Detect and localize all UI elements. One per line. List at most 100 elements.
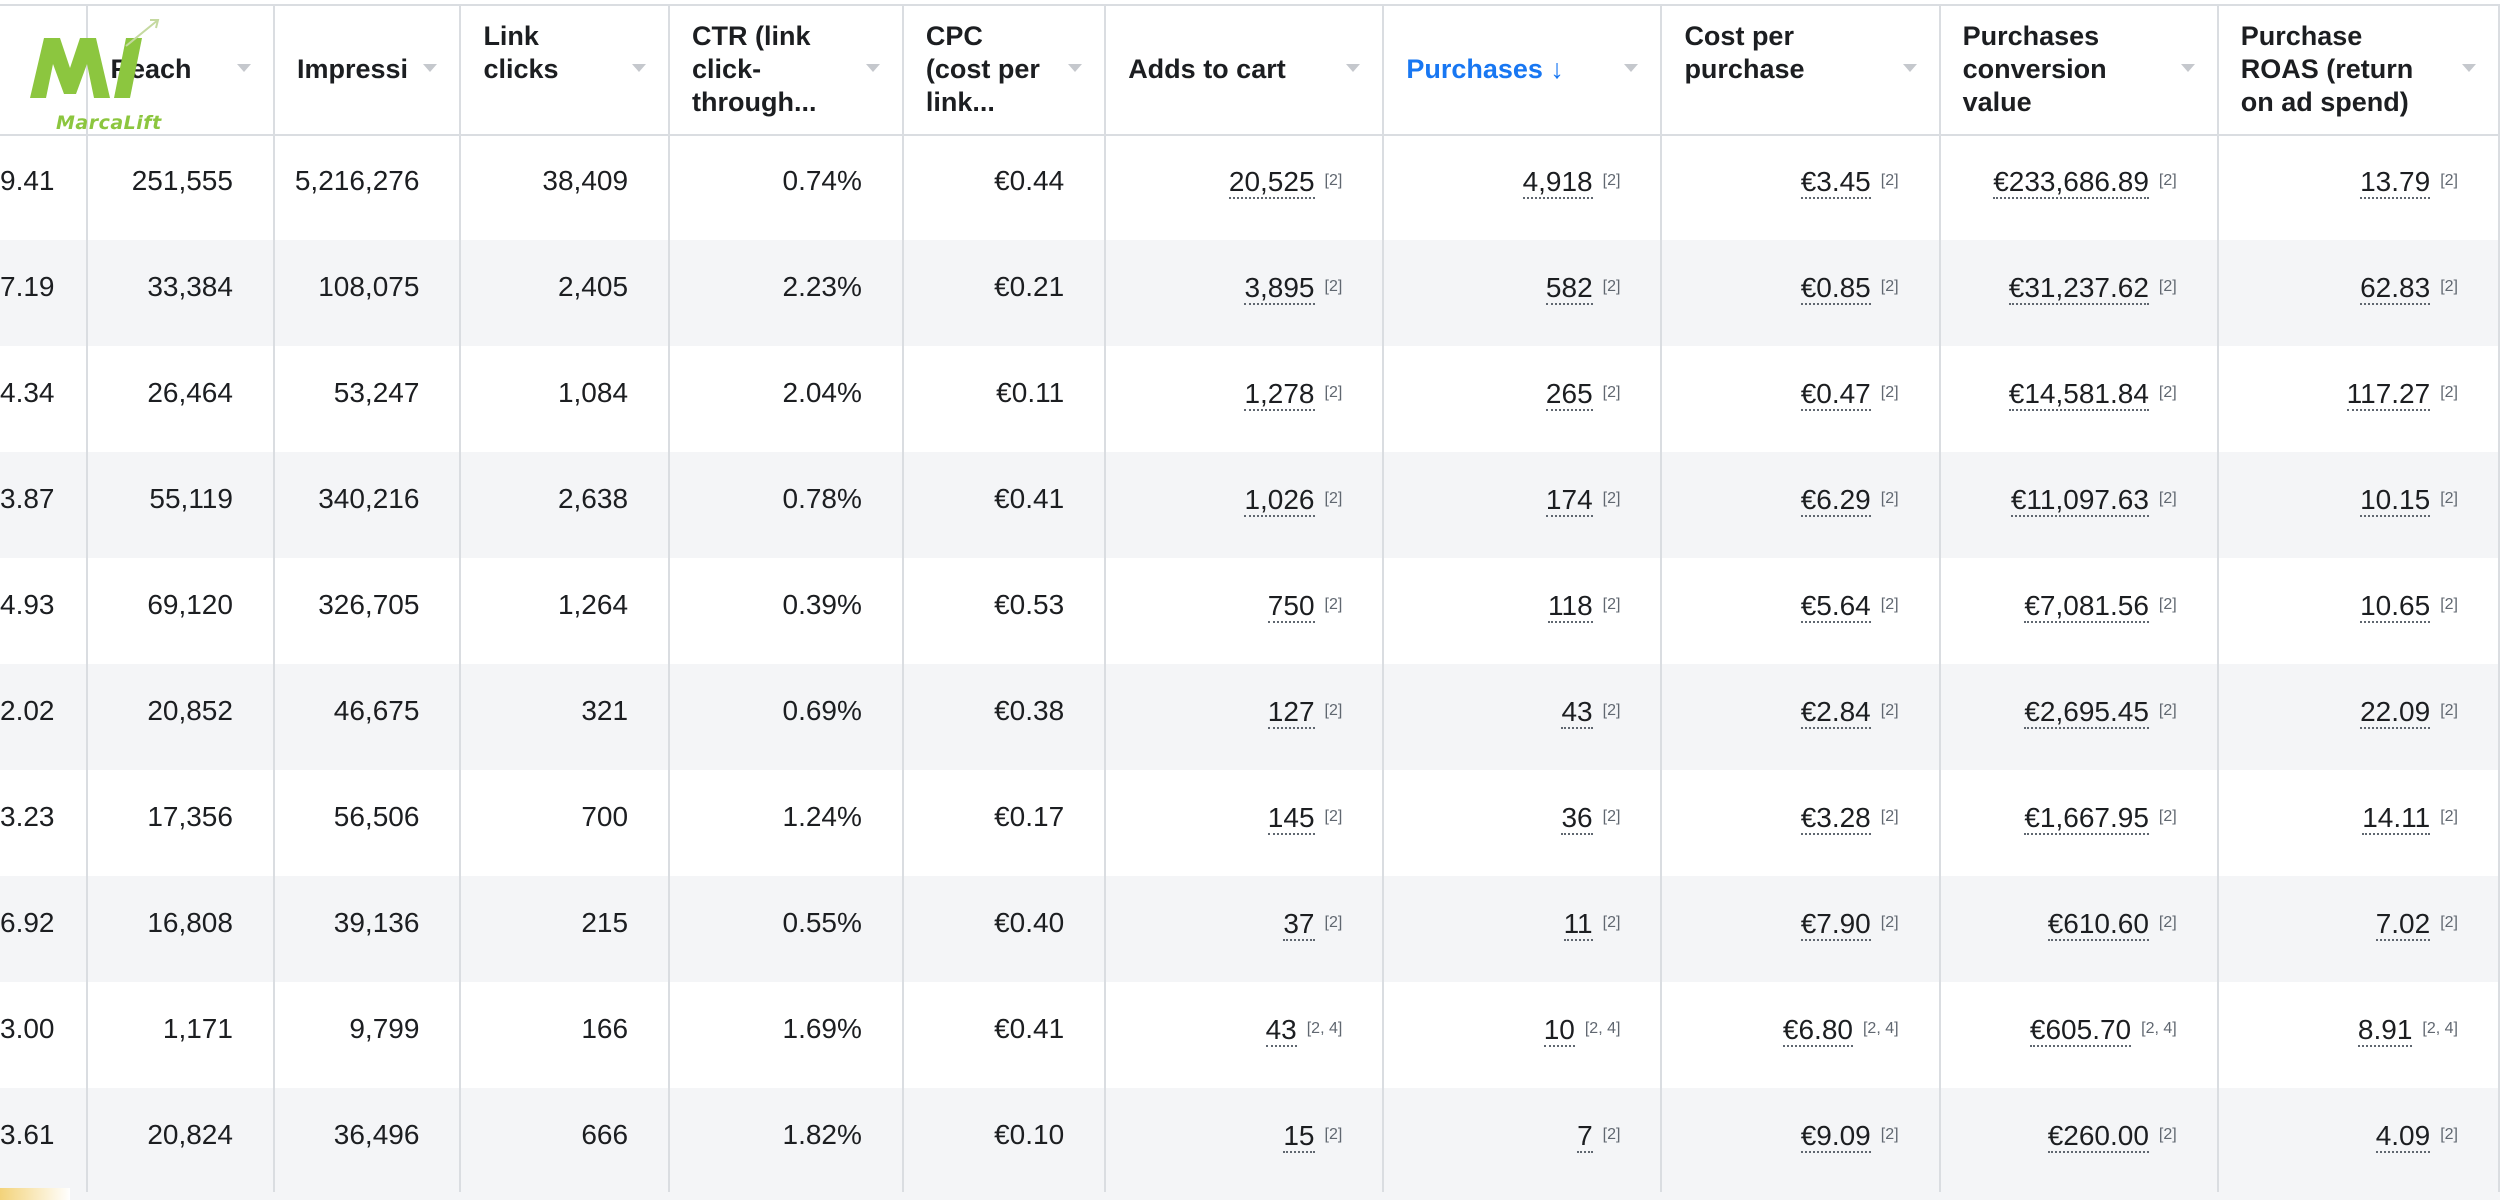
cell-cost-per-purchase[interactable]: €6.80 [2, 4] — [1662, 982, 1941, 1088]
footnote-reference[interactable]: [2] — [2440, 702, 2458, 719]
cell-adds-to-cart[interactable]: 145 [2] — [1106, 770, 1385, 876]
cell-purchases-conversion-value[interactable]: €2,695.45 [2] — [1941, 664, 2219, 770]
footnote-reference[interactable]: [2] — [2440, 384, 2458, 401]
cell-purchases[interactable]: 11 [2] — [1384, 876, 1663, 982]
footnote-reference[interactable]: [2] — [2158, 384, 2177, 401]
column-header-purchase-roas[interactable]: Purchase ROAS (return on ad spend) — [2219, 6, 2500, 134]
footnote-reference[interactable]: [2, 4] — [2141, 1020, 2177, 1037]
footnote-reference[interactable]: [2, 4] — [2422, 1020, 2458, 1037]
footnote-reference[interactable]: [2] — [2158, 702, 2177, 719]
table-row[interactable]: 3.61 20,824 36,496 666 1.82% €0.10 15 [2] 7 [2] €9… — [0, 1088, 2500, 1194]
footnote-reference[interactable]: [2] — [1880, 596, 1899, 613]
footnote-reference[interactable]: [2] — [2158, 490, 2177, 507]
cell-cost-per-purchase[interactable]: €0.47 [2] — [1662, 346, 1941, 452]
footnote-reference[interactable]: [2] — [1602, 384, 1621, 401]
sort-dropdown-caret-icon[interactable] — [236, 64, 251, 72]
cell-purchases[interactable]: 265 [2] — [1384, 346, 1663, 452]
footnote-reference[interactable]: [2] — [1880, 384, 1899, 401]
footnote-reference[interactable]: [2] — [1880, 914, 1899, 931]
cell-adds-to-cart[interactable]: 1,026 [2] — [1106, 452, 1385, 558]
cell-adds-to-cart[interactable]: 37 [2] — [1106, 876, 1385, 982]
sort-dropdown-caret-icon[interactable] — [2461, 64, 2476, 72]
cell-purchases[interactable]: 7 [2] — [1384, 1088, 1663, 1194]
cell-purchase-roas[interactable]: 7.02 [2] — [2219, 876, 2500, 982]
footnote-reference[interactable]: [2] — [1880, 808, 1899, 825]
footnote-reference[interactable]: [2] — [1602, 702, 1621, 719]
cell-cost-per-purchase[interactable]: €5.64 [2] — [1662, 558, 1941, 664]
footnote-reference[interactable]: [2] — [1324, 914, 1343, 931]
footnote-reference[interactable]: [2] — [1602, 808, 1621, 825]
footnote-reference[interactable]: [2] — [1880, 278, 1899, 295]
sort-dropdown-caret-icon[interactable] — [1902, 64, 1917, 72]
cell-purchase-roas[interactable]: 62.83 [2] — [2219, 240, 2500, 346]
cell-cost-per-purchase[interactable]: €2.84 [2] — [1662, 664, 1941, 770]
footnote-reference[interactable]: [2] — [2158, 172, 2177, 189]
cell-cost-per-purchase[interactable]: €6.29 [2] — [1662, 452, 1941, 558]
footnote-reference[interactable]: [2] — [1324, 1126, 1343, 1143]
cell-purchases-conversion-value[interactable]: €233,686.89 [2] — [1941, 134, 2219, 240]
cell-cost-per-purchase[interactable]: €7.90 [2] — [1662, 876, 1941, 982]
footnote-reference[interactable]: [2] — [1880, 490, 1899, 507]
cell-purchase-roas[interactable]: 22.09 [2] — [2219, 664, 2500, 770]
cell-purchases-conversion-value[interactable]: €1,667.95 [2] — [1941, 770, 2219, 876]
cell-cost-per-purchase[interactable]: €3.28 [2] — [1662, 770, 1941, 876]
cell-purchase-roas[interactable]: 13.79 [2] — [2219, 134, 2500, 240]
cell-purchases-conversion-value[interactable]: €11,097.63 [2] — [1941, 452, 2219, 558]
footnote-reference[interactable]: [2] — [1324, 172, 1343, 189]
footnote-reference[interactable]: [2] — [1602, 278, 1621, 295]
sort-dropdown-caret-icon[interactable] — [2180, 64, 2195, 72]
table-row[interactable]: 7.19 33,384 108,075 2,405 2.23% €0.21 3,895 [2]… — [0, 240, 2500, 346]
cell-adds-to-cart[interactable]: 3,895 [2] — [1106, 240, 1385, 346]
column-header-ctr[interactable]: CTR (link click-through... — [670, 6, 904, 134]
footnote-reference[interactable]: [2] — [2440, 1126, 2458, 1143]
cell-purchases-conversion-value[interactable]: €260.00 [2] — [1941, 1088, 2219, 1194]
sort-dropdown-caret-icon[interactable] — [632, 64, 647, 72]
sort-dropdown-caret-icon[interactable] — [1346, 64, 1361, 72]
footnote-reference[interactable]: [2] — [1324, 808, 1343, 825]
table-row[interactable]: 9.41 251,555 5,216,276 38,409 0.74% €0.44 20,5… — [0, 134, 2500, 240]
footnote-reference[interactable]: [2] — [1602, 596, 1621, 613]
footnote-reference[interactable]: [2] — [2158, 914, 2177, 931]
cell-adds-to-cart[interactable]: 43 [2, 4] — [1106, 982, 1385, 1088]
footnote-reference[interactable]: [2, 4] — [1862, 1020, 1899, 1037]
cell-purchases-conversion-value[interactable]: €14,581.84 [2] — [1941, 346, 2219, 452]
cell-purchases-conversion-value[interactable]: €31,237.62 [2] — [1941, 240, 2219, 346]
column-header-impressions[interactable]: Impressi — [275, 6, 462, 134]
footnote-reference[interactable]: [2] — [2440, 172, 2458, 189]
cell-purchases[interactable]: 174 [2] — [1384, 452, 1663, 558]
sort-dropdown-caret-icon[interactable] — [1624, 64, 1639, 72]
cell-purchase-roas[interactable]: 8.91 [2, 4] — [2219, 982, 2500, 1088]
footnote-reference[interactable]: [2] — [2440, 596, 2458, 613]
cell-purchases[interactable]: 43 [2] — [1384, 664, 1663, 770]
cell-purchase-roas[interactable]: 4.09 [2] — [2219, 1088, 2500, 1194]
footnote-reference[interactable]: [2] — [2158, 278, 2177, 295]
cell-adds-to-cart[interactable]: 20,525 [2] — [1106, 134, 1385, 240]
cell-purchase-roas[interactable]: 10.15 [2] — [2219, 452, 2500, 558]
footnote-reference[interactable]: [2] — [2440, 808, 2458, 825]
column-header-adds-to-cart[interactable]: Adds to cart — [1106, 6, 1385, 134]
column-header-cpc[interactable]: CPC (cost per link... — [904, 6, 1107, 134]
table-row[interactable]: 6.92 16,808 39,136 215 0.55% €0.40 37 [2] 11 [2] €… — [0, 876, 2500, 982]
footnote-reference[interactable]: [2, 4] — [1306, 1020, 1343, 1037]
cell-adds-to-cart[interactable]: 750 [2] — [1106, 558, 1385, 664]
cell-purchases[interactable]: 4,918 [2] — [1384, 134, 1663, 240]
cell-purchases[interactable]: 118 [2] — [1384, 558, 1663, 664]
footnote-reference[interactable]: [2] — [1880, 1126, 1899, 1143]
table-row[interactable]: 4.34 26,464 53,247 1,084 2.04% €0.11 1,278 [2] 2… — [0, 346, 2500, 452]
footnote-reference[interactable]: [2] — [1324, 596, 1343, 613]
column-header-link-clicks[interactable]: Link clicks — [461, 6, 671, 134]
cell-purchases[interactable]: 10 [2, 4] — [1384, 982, 1663, 1088]
sort-dropdown-caret-icon[interactable] — [865, 64, 880, 72]
footnote-reference[interactable]: [2] — [1880, 172, 1899, 189]
table-row[interactable]: 3.23 17,356 56,506 700 1.24% €0.17 145 [2] 36 [2]… — [0, 770, 2500, 876]
column-header-purchases-conversion-value[interactable]: Purchases conversion value — [1941, 6, 2219, 134]
cell-adds-to-cart[interactable]: 127 [2] — [1106, 664, 1385, 770]
footnote-reference[interactable]: [2] — [1602, 1126, 1621, 1143]
cell-adds-to-cart[interactable]: 15 [2] — [1106, 1088, 1385, 1194]
table-row[interactable]: 4.93 69,120 326,705 1,264 0.39% €0.53 750 [2] 11… — [0, 558, 2500, 664]
footnote-reference[interactable]: [2, 4] — [1584, 1020, 1621, 1037]
cell-purchases-conversion-value[interactable]: €7,081.56 [2] — [1941, 558, 2219, 664]
footnote-reference[interactable]: [2] — [2158, 1126, 2177, 1143]
cell-purchases[interactable]: 582 [2] — [1384, 240, 1663, 346]
column-header-cost-per-purchase[interactable]: Cost per purchase — [1662, 6, 1941, 134]
